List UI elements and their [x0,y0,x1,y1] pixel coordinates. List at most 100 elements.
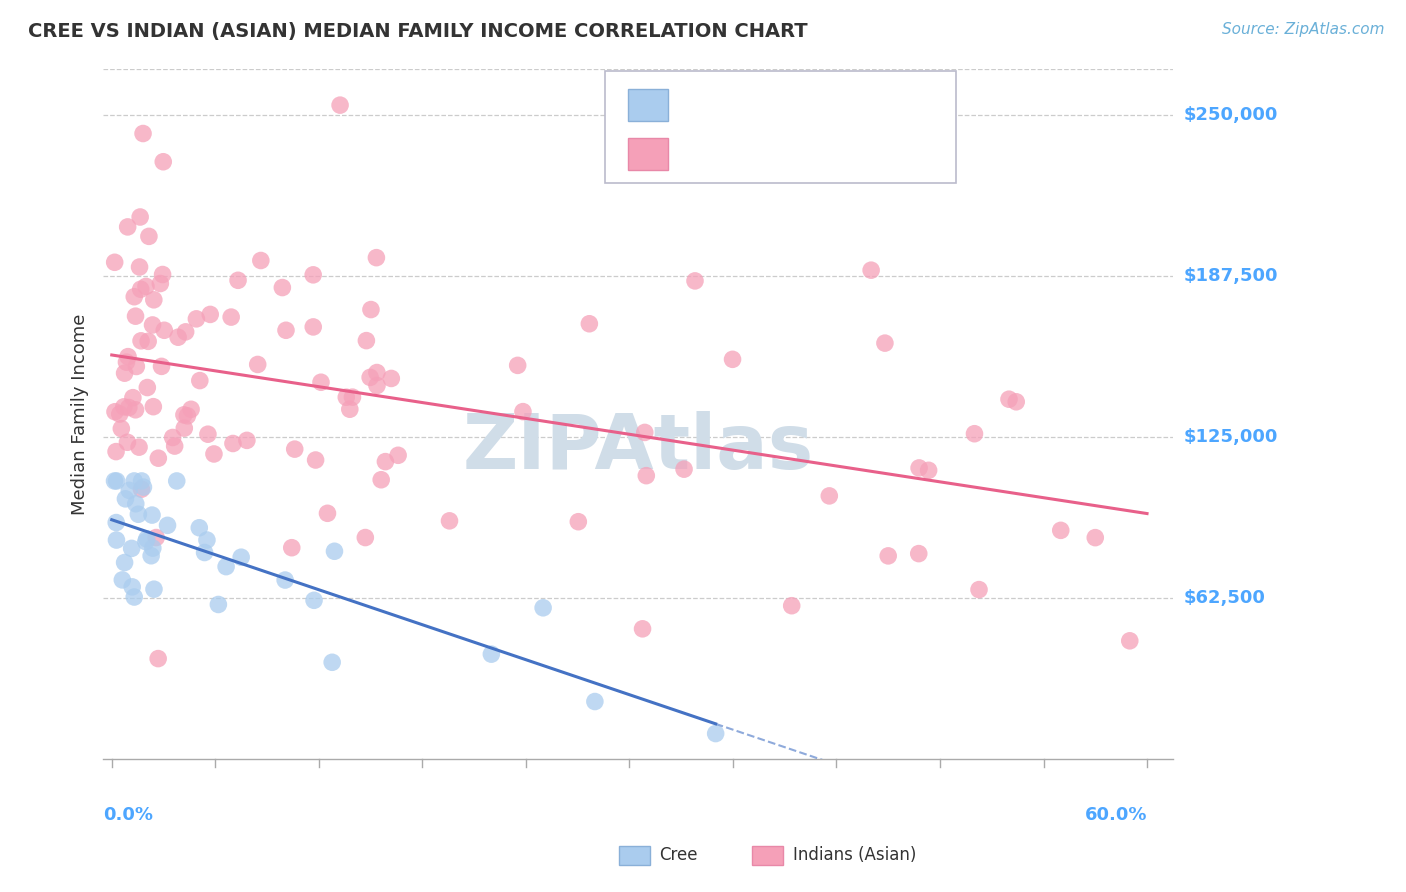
Point [578,317,600,331]
Point [114,556,136,570]
Point [122,290,145,304]
Point [122,590,145,604]
Point [110,422,132,436]
Point [359,370,381,384]
Point [366,251,388,265]
Point [370,473,392,487]
Point [583,694,606,708]
Point [105,516,128,530]
Point [380,371,402,385]
Point [197,427,219,442]
Point [1005,394,1028,409]
Point [236,434,259,448]
Point [366,378,388,392]
Point [1049,524,1071,538]
Point [284,442,307,457]
Point [104,255,127,269]
Point [163,439,186,453]
Point [231,550,253,565]
Text: -0.482: -0.482 [721,96,780,114]
Point [149,277,172,291]
Point [122,474,145,488]
Text: R =: R = [682,145,718,163]
Point [387,448,409,462]
Point [215,559,238,574]
Point [479,647,502,661]
Point [176,409,198,423]
Point [860,263,883,277]
Point [125,497,148,511]
Point [117,435,139,450]
Point [141,508,163,522]
Point [302,319,325,334]
Point [567,515,589,529]
Point [634,425,657,440]
Point [335,390,357,404]
Point [118,483,141,498]
Point [329,98,352,112]
Point [131,474,153,488]
Point [150,359,173,374]
Point [531,600,554,615]
Point [114,491,136,506]
Point [146,651,169,665]
Point [366,366,388,380]
Point [173,421,195,435]
Point [111,573,134,587]
Text: R =: R = [682,96,718,114]
Text: N =: N = [787,96,824,114]
Point [188,374,211,388]
Point [780,599,803,613]
Point [908,461,931,475]
Point [117,219,139,234]
Point [142,293,165,307]
Point [360,302,382,317]
Point [129,282,152,296]
Point [316,506,339,520]
Point [105,474,128,488]
Point [122,391,145,405]
Point [302,593,325,607]
Point [683,274,706,288]
Point [128,440,150,454]
Point [138,229,160,244]
Point [309,376,332,390]
Point [114,366,136,380]
Point [271,280,294,294]
Point [132,480,155,494]
Point [186,311,208,326]
Point [145,531,167,545]
Point [136,334,159,349]
Text: $250,000: $250,000 [1184,106,1278,124]
Y-axis label: Median Family Income: Median Family Income [72,313,89,515]
Point [127,508,149,522]
Point [246,358,269,372]
Point [124,309,146,323]
Point [117,350,139,364]
Point [128,260,150,274]
Point [129,334,152,348]
Point [302,268,325,282]
Point [105,533,128,547]
Point [156,518,179,533]
Point [342,390,364,404]
Point [226,273,249,287]
Point [152,154,174,169]
Point [636,468,658,483]
Point [141,318,163,332]
Text: $62,500: $62,500 [1184,590,1265,607]
Point [439,514,461,528]
Point [673,462,696,476]
Point [631,622,654,636]
Text: -0.368: -0.368 [721,145,780,163]
Point [131,482,153,496]
Point [125,359,148,374]
Point [321,655,343,669]
Point [136,380,159,394]
Point [877,549,900,563]
Text: 60.0%: 60.0% [1084,805,1147,823]
Point [188,521,211,535]
Text: 38: 38 [823,96,845,114]
Point [173,408,195,422]
Text: N =: N = [787,145,824,163]
